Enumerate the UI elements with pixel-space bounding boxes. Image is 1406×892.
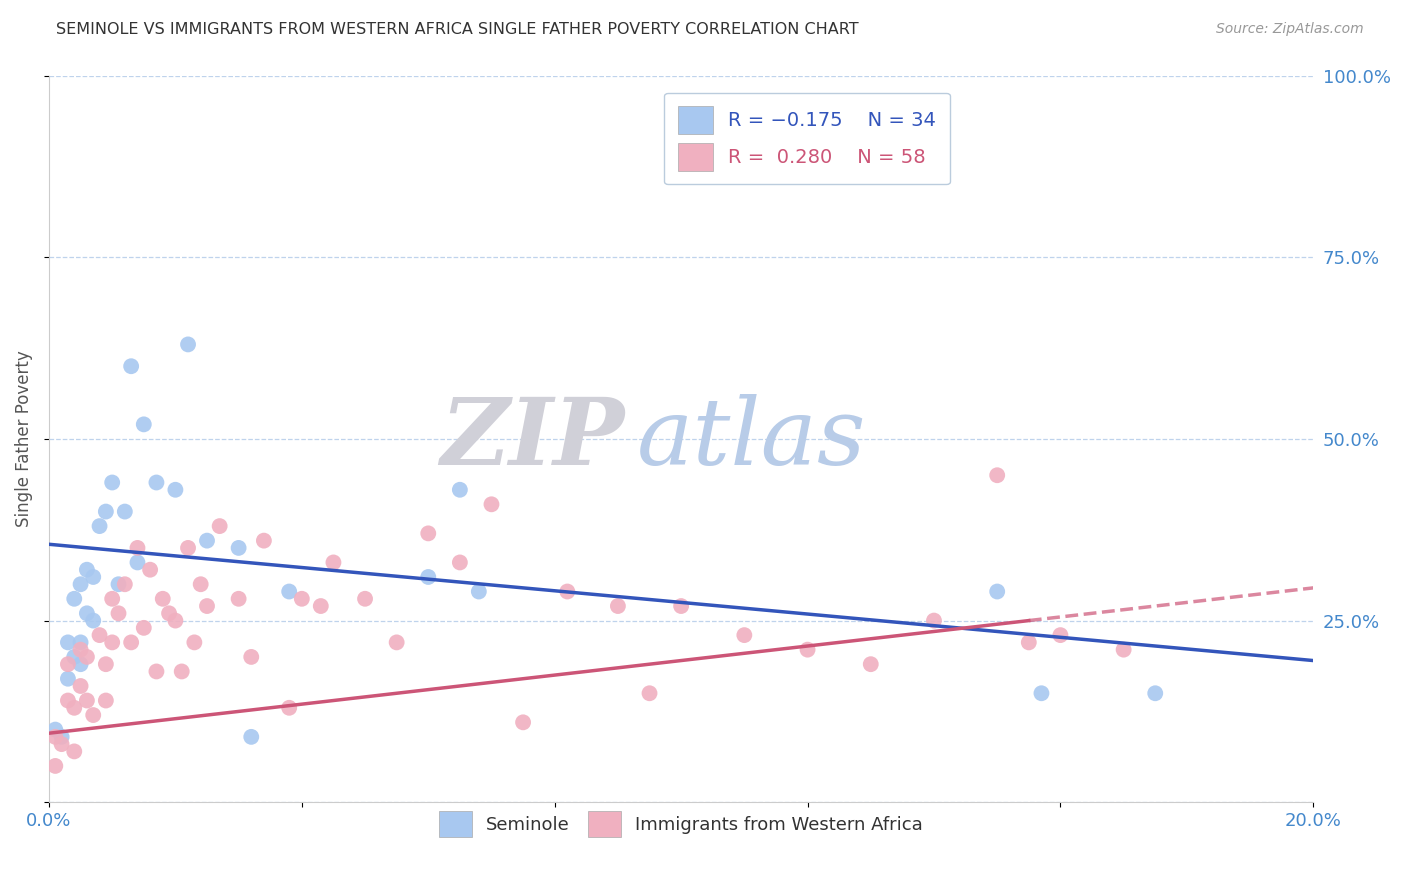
Point <box>165 483 187 497</box>
Point <box>76 607 98 621</box>
Point <box>481 497 503 511</box>
Point <box>114 577 136 591</box>
Point <box>145 665 167 679</box>
Point <box>51 730 73 744</box>
Point <box>63 649 86 664</box>
Point <box>94 505 117 519</box>
Point <box>195 533 218 548</box>
Point <box>157 607 180 621</box>
Point <box>208 519 231 533</box>
Point <box>56 693 79 707</box>
Point <box>132 417 155 432</box>
Point <box>253 533 276 548</box>
Point <box>1018 635 1040 649</box>
Point <box>94 657 117 672</box>
Point <box>82 570 104 584</box>
Point <box>796 642 818 657</box>
Point <box>1049 628 1071 642</box>
Point <box>107 607 129 621</box>
Text: Source: ZipAtlas.com: Source: ZipAtlas.com <box>1216 22 1364 37</box>
Point <box>278 700 301 714</box>
Point <box>922 614 945 628</box>
Point <box>76 649 98 664</box>
Point <box>1031 686 1053 700</box>
Point <box>44 723 66 737</box>
Point <box>76 563 98 577</box>
Point <box>354 591 377 606</box>
Point <box>101 591 124 606</box>
Point <box>101 475 124 490</box>
Point <box>51 737 73 751</box>
Point <box>120 359 142 374</box>
Point <box>240 649 263 664</box>
Point <box>69 679 91 693</box>
Point <box>986 584 1008 599</box>
Point <box>1112 642 1135 657</box>
Point <box>82 614 104 628</box>
Point <box>69 657 91 672</box>
Point <box>139 563 162 577</box>
Point <box>183 635 205 649</box>
Point <box>418 570 440 584</box>
Point <box>165 614 187 628</box>
Point <box>606 599 628 613</box>
Point <box>449 483 471 497</box>
Point <box>63 744 86 758</box>
Point <box>127 541 149 555</box>
Point <box>69 577 91 591</box>
Point <box>1144 686 1167 700</box>
Point <box>228 541 250 555</box>
Point <box>63 591 86 606</box>
Point <box>195 599 218 613</box>
Point <box>322 556 344 570</box>
Point <box>63 700 86 714</box>
Point <box>190 577 212 591</box>
Point <box>512 715 534 730</box>
Point <box>177 541 200 555</box>
Y-axis label: Single Father Poverty: Single Father Poverty <box>15 351 32 527</box>
Point <box>145 475 167 490</box>
Text: atlas: atlas <box>637 394 866 483</box>
Point <box>177 337 200 351</box>
Point <box>859 657 882 672</box>
Point <box>114 505 136 519</box>
Point <box>56 672 79 686</box>
Point <box>152 591 174 606</box>
Point <box>468 584 491 599</box>
Point <box>94 693 117 707</box>
Point <box>309 599 332 613</box>
Legend: Seminole, Immigrants from Western Africa: Seminole, Immigrants from Western Africa <box>432 804 931 844</box>
Point <box>449 556 471 570</box>
Text: ZIP: ZIP <box>440 394 624 483</box>
Point <box>69 635 91 649</box>
Text: SEMINOLE VS IMMIGRANTS FROM WESTERN AFRICA SINGLE FATHER POVERTY CORRELATION CHA: SEMINOLE VS IMMIGRANTS FROM WESTERN AFRI… <box>56 22 859 37</box>
Point <box>120 635 142 649</box>
Point <box>132 621 155 635</box>
Point <box>669 599 692 613</box>
Point <box>418 526 440 541</box>
Point <box>44 730 66 744</box>
Point <box>107 577 129 591</box>
Point <box>89 519 111 533</box>
Point <box>127 556 149 570</box>
Point <box>44 759 66 773</box>
Point <box>638 686 661 700</box>
Point <box>170 665 193 679</box>
Point <box>385 635 408 649</box>
Point <box>986 468 1008 483</box>
Point <box>228 591 250 606</box>
Point <box>278 584 301 599</box>
Point <box>89 628 111 642</box>
Point <box>291 591 314 606</box>
Point <box>101 635 124 649</box>
Point <box>733 628 755 642</box>
Point <box>557 584 579 599</box>
Point <box>82 708 104 723</box>
Point <box>69 642 91 657</box>
Point <box>56 635 79 649</box>
Point <box>76 693 98 707</box>
Point <box>240 730 263 744</box>
Point <box>56 657 79 672</box>
